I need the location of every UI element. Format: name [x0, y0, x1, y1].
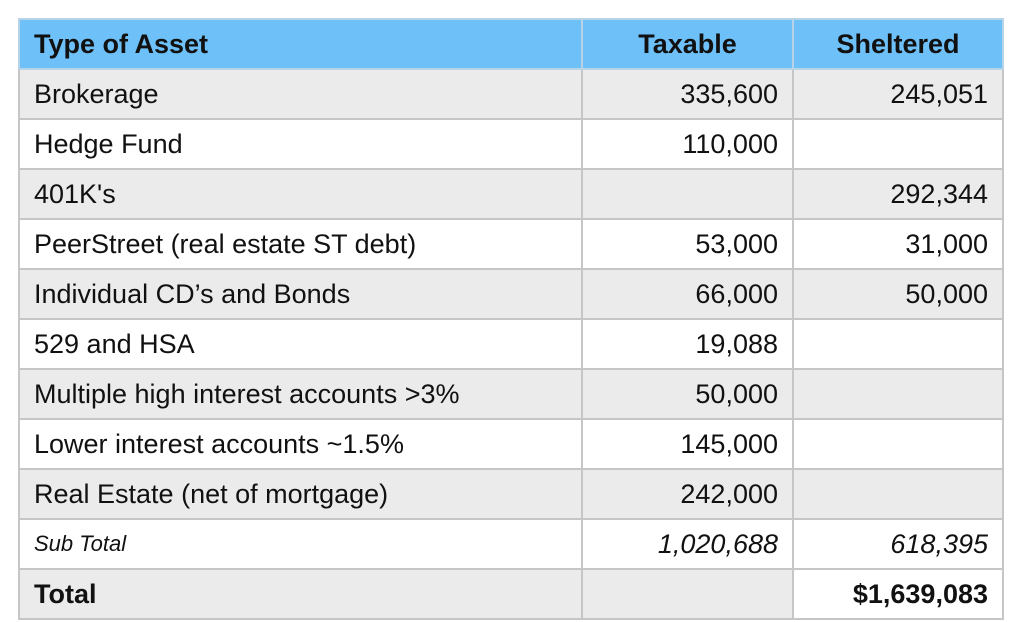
total-value: $1,639,083	[792, 568, 1004, 620]
table-row: Brokerage 335,600 245,051	[18, 68, 1004, 120]
header-row: Type of Asset Taxable Sheltered	[18, 18, 1004, 70]
sheltered-cell: 31,000	[792, 218, 1004, 270]
sheltered-cell: 50,000	[792, 268, 1004, 320]
taxable-cell: 53,000	[581, 218, 794, 270]
asset-name-cell: Real Estate (net of mortgage)	[18, 468, 583, 520]
asset-name-cell: Multiple high interest accounts >3%	[18, 368, 583, 420]
table-row: Multiple high interest accounts >3% 50,0…	[18, 368, 1004, 420]
asset-name-cell: PeerStreet (real estate ST debt)	[18, 218, 583, 270]
sheltered-cell	[792, 318, 1004, 370]
taxable-cell: 50,000	[581, 368, 794, 420]
taxable-cell: 335,600	[581, 68, 794, 120]
taxable-cell	[581, 168, 794, 220]
header-type-of-asset: Type of Asset	[18, 18, 583, 70]
table-row: 529 and HSA 19,088	[18, 318, 1004, 370]
sheltered-cell: 245,051	[792, 68, 1004, 120]
taxable-cell: 66,000	[581, 268, 794, 320]
asset-name-cell: Brokerage	[18, 68, 583, 120]
table-row: Real Estate (net of mortgage) 242,000	[18, 468, 1004, 520]
subtotal-label: Sub Total	[18, 518, 583, 570]
table-row: Lower interest accounts ~1.5% 145,000	[18, 418, 1004, 470]
header-taxable: Taxable	[581, 18, 794, 70]
sheltered-cell	[792, 118, 1004, 170]
taxable-cell: 242,000	[581, 468, 794, 520]
header-sheltered: Sheltered	[792, 18, 1004, 70]
sheltered-cell: 292,344	[792, 168, 1004, 220]
taxable-cell: 145,000	[581, 418, 794, 470]
asset-table: Type of Asset Taxable Sheltered Brokerag…	[18, 18, 1004, 620]
total-label: Total	[18, 568, 583, 620]
asset-name-cell: Individual CD’s and Bonds	[18, 268, 583, 320]
total-row: Total $1,639,083	[18, 568, 1004, 620]
asset-name-cell: 401K's	[18, 168, 583, 220]
taxable-cell: 19,088	[581, 318, 794, 370]
sheltered-cell	[792, 468, 1004, 520]
subtotal-taxable: 1,020,688	[581, 518, 794, 570]
sheltered-cell	[792, 368, 1004, 420]
taxable-cell: 110,000	[581, 118, 794, 170]
asset-name-cell: Lower interest accounts ~1.5%	[18, 418, 583, 470]
table-row: Individual CD’s and Bonds 66,000 50,000	[18, 268, 1004, 320]
subtotal-row: Sub Total 1,020,688 618,395	[18, 518, 1004, 570]
table-row: PeerStreet (real estate ST debt) 53,000 …	[18, 218, 1004, 270]
sheltered-cell	[792, 418, 1004, 470]
table-row: 401K's 292,344	[18, 168, 1004, 220]
asset-name-cell: Hedge Fund	[18, 118, 583, 170]
subtotal-sheltered: 618,395	[792, 518, 1004, 570]
asset-name-cell: 529 and HSA	[18, 318, 583, 370]
table-row: Hedge Fund 110,000	[18, 118, 1004, 170]
total-empty-cell	[581, 568, 794, 620]
